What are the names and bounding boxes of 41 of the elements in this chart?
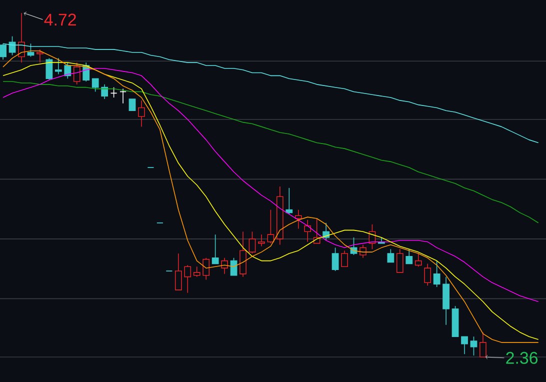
candlestick — [0, 43, 6, 60]
candlestick — [73, 62, 80, 85]
candlestick — [92, 78, 99, 92]
candlestick — [193, 266, 200, 278]
candlestick — [184, 264, 192, 294]
candlestick — [138, 100, 145, 128]
candlestick — [387, 248, 394, 263]
candlestick — [433, 260, 440, 288]
candlestick — [46, 58, 53, 80]
candlestick — [110, 86, 118, 98]
candlestick — [27, 43, 34, 58]
candlestick — [424, 263, 432, 286]
candlestick — [480, 332, 486, 358]
candlestick — [286, 188, 293, 215]
candlestick — [360, 244, 366, 258]
candlestick — [267, 209, 274, 244]
candlestick — [174, 253, 182, 290]
candlestick — [304, 220, 312, 242]
annotation: 4.72 — [44, 14, 76, 26]
candlestick — [396, 248, 404, 273]
candlestick — [258, 234, 265, 247]
candlestick — [128, 98, 136, 112]
candlestick — [18, 12, 25, 63]
candlestick — [461, 336, 468, 354]
candlestick — [212, 234, 219, 264]
candlestick — [54, 58, 62, 75]
candlestick — [240, 231, 246, 278]
candlestick — [221, 257, 228, 274]
candlestick — [202, 257, 210, 280]
candlestick — [230, 257, 238, 276]
candlestick — [414, 253, 422, 268]
candlestick — [294, 209, 302, 230]
candlestick — [101, 84, 108, 100]
candlestick — [406, 248, 413, 264]
candlestick — [8, 36, 16, 56]
annotation: 2.36 — [506, 352, 538, 364]
candlestick — [341, 250, 348, 268]
candlestick — [64, 62, 72, 79]
candlestick — [332, 247, 339, 272]
candlestick — [470, 336, 478, 356]
candlestick — [248, 231, 256, 254]
